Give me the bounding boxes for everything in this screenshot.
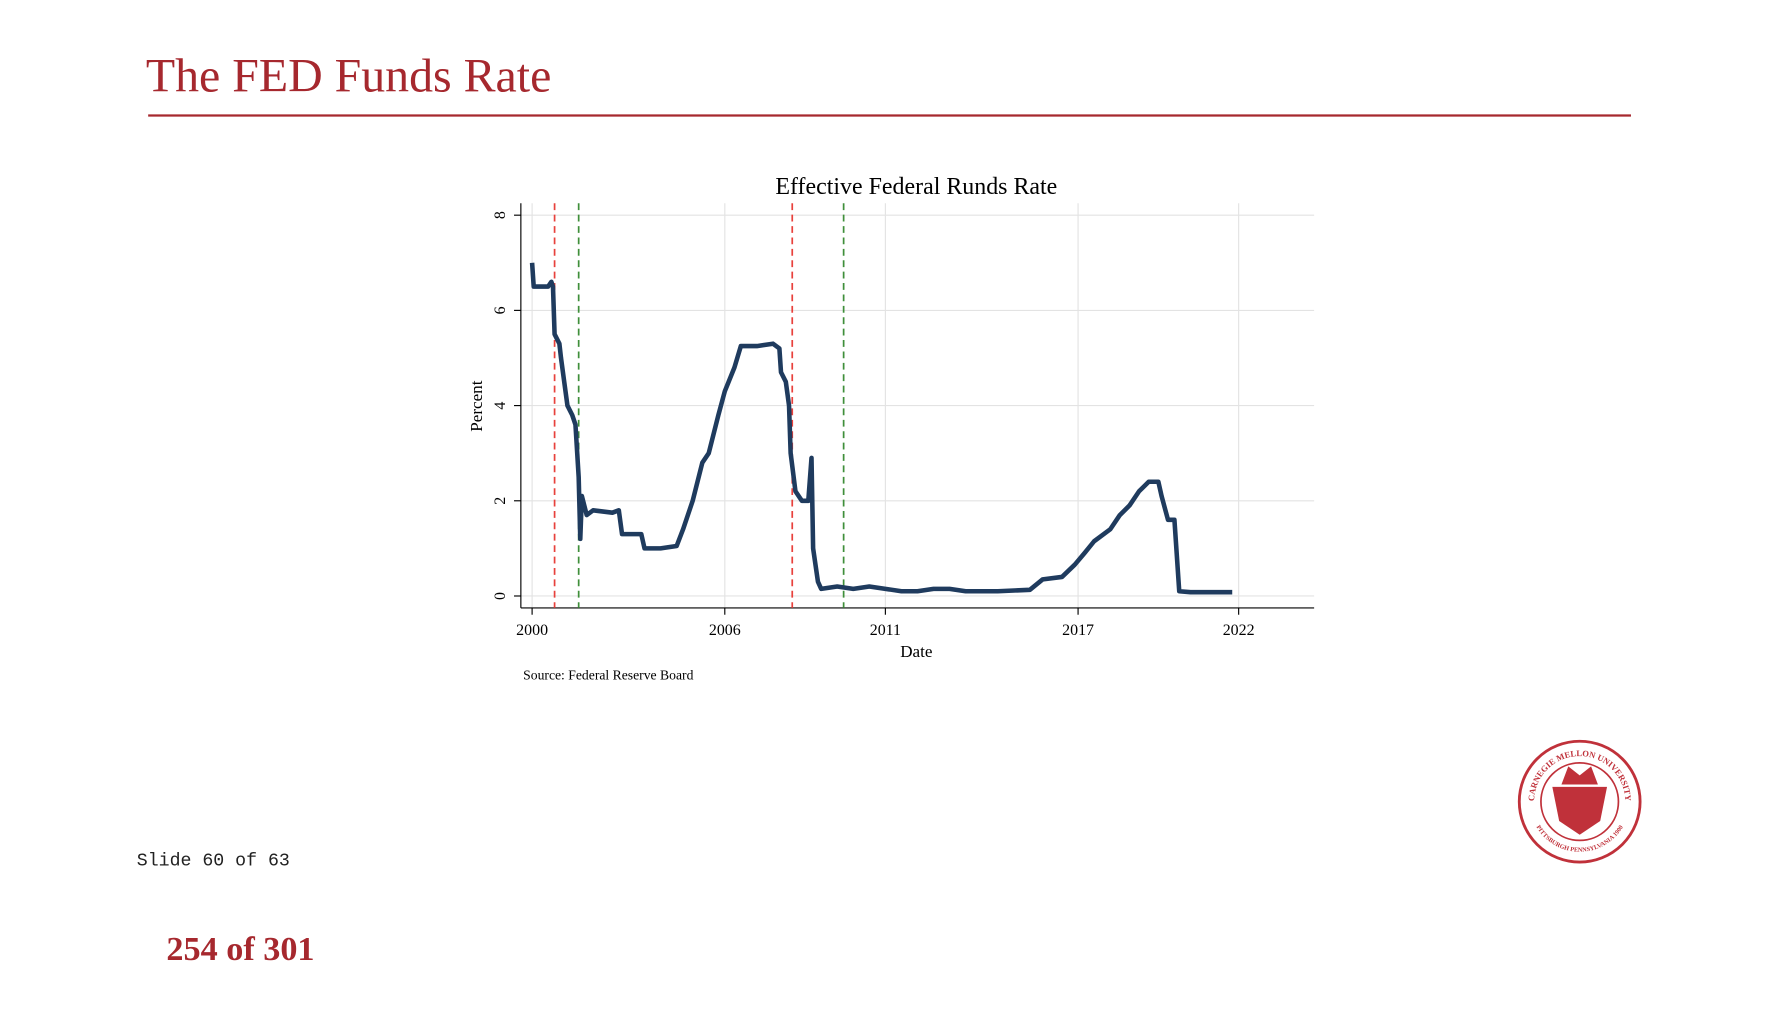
x-axis-label: Date — [900, 642, 932, 661]
x-tick-label: 2006 — [709, 622, 741, 639]
y-tick-label: 6 — [492, 306, 509, 314]
source-note: Source: Federal Reserve Board — [523, 668, 693, 683]
slide-counter: Slide 60 of 63 — [137, 851, 290, 871]
y-tick-label: 8 — [492, 211, 509, 219]
y-tick-label: 0 — [492, 592, 509, 600]
y-tick-label: 4 — [492, 402, 509, 410]
y-tick-label: 2 — [492, 497, 509, 505]
y-axis-label: Percent — [467, 380, 486, 431]
x-tick-label: 2000 — [516, 622, 548, 639]
x-tick-label: 2022 — [1223, 622, 1255, 639]
university-seal: CARNEGIE MELLON UNIVERSITY PITTSBURGH PE… — [1517, 739, 1642, 864]
chart-title: Effective Federal Runds Rate — [775, 174, 1057, 200]
page-counter: 254 of 301 — [166, 931, 314, 968]
data-line — [529, 262, 1233, 595]
x-tick-label: 2011 — [870, 622, 901, 639]
slide-title: The FED Funds Rate — [146, 50, 551, 103]
x-tick-label: 2017 — [1062, 622, 1094, 639]
